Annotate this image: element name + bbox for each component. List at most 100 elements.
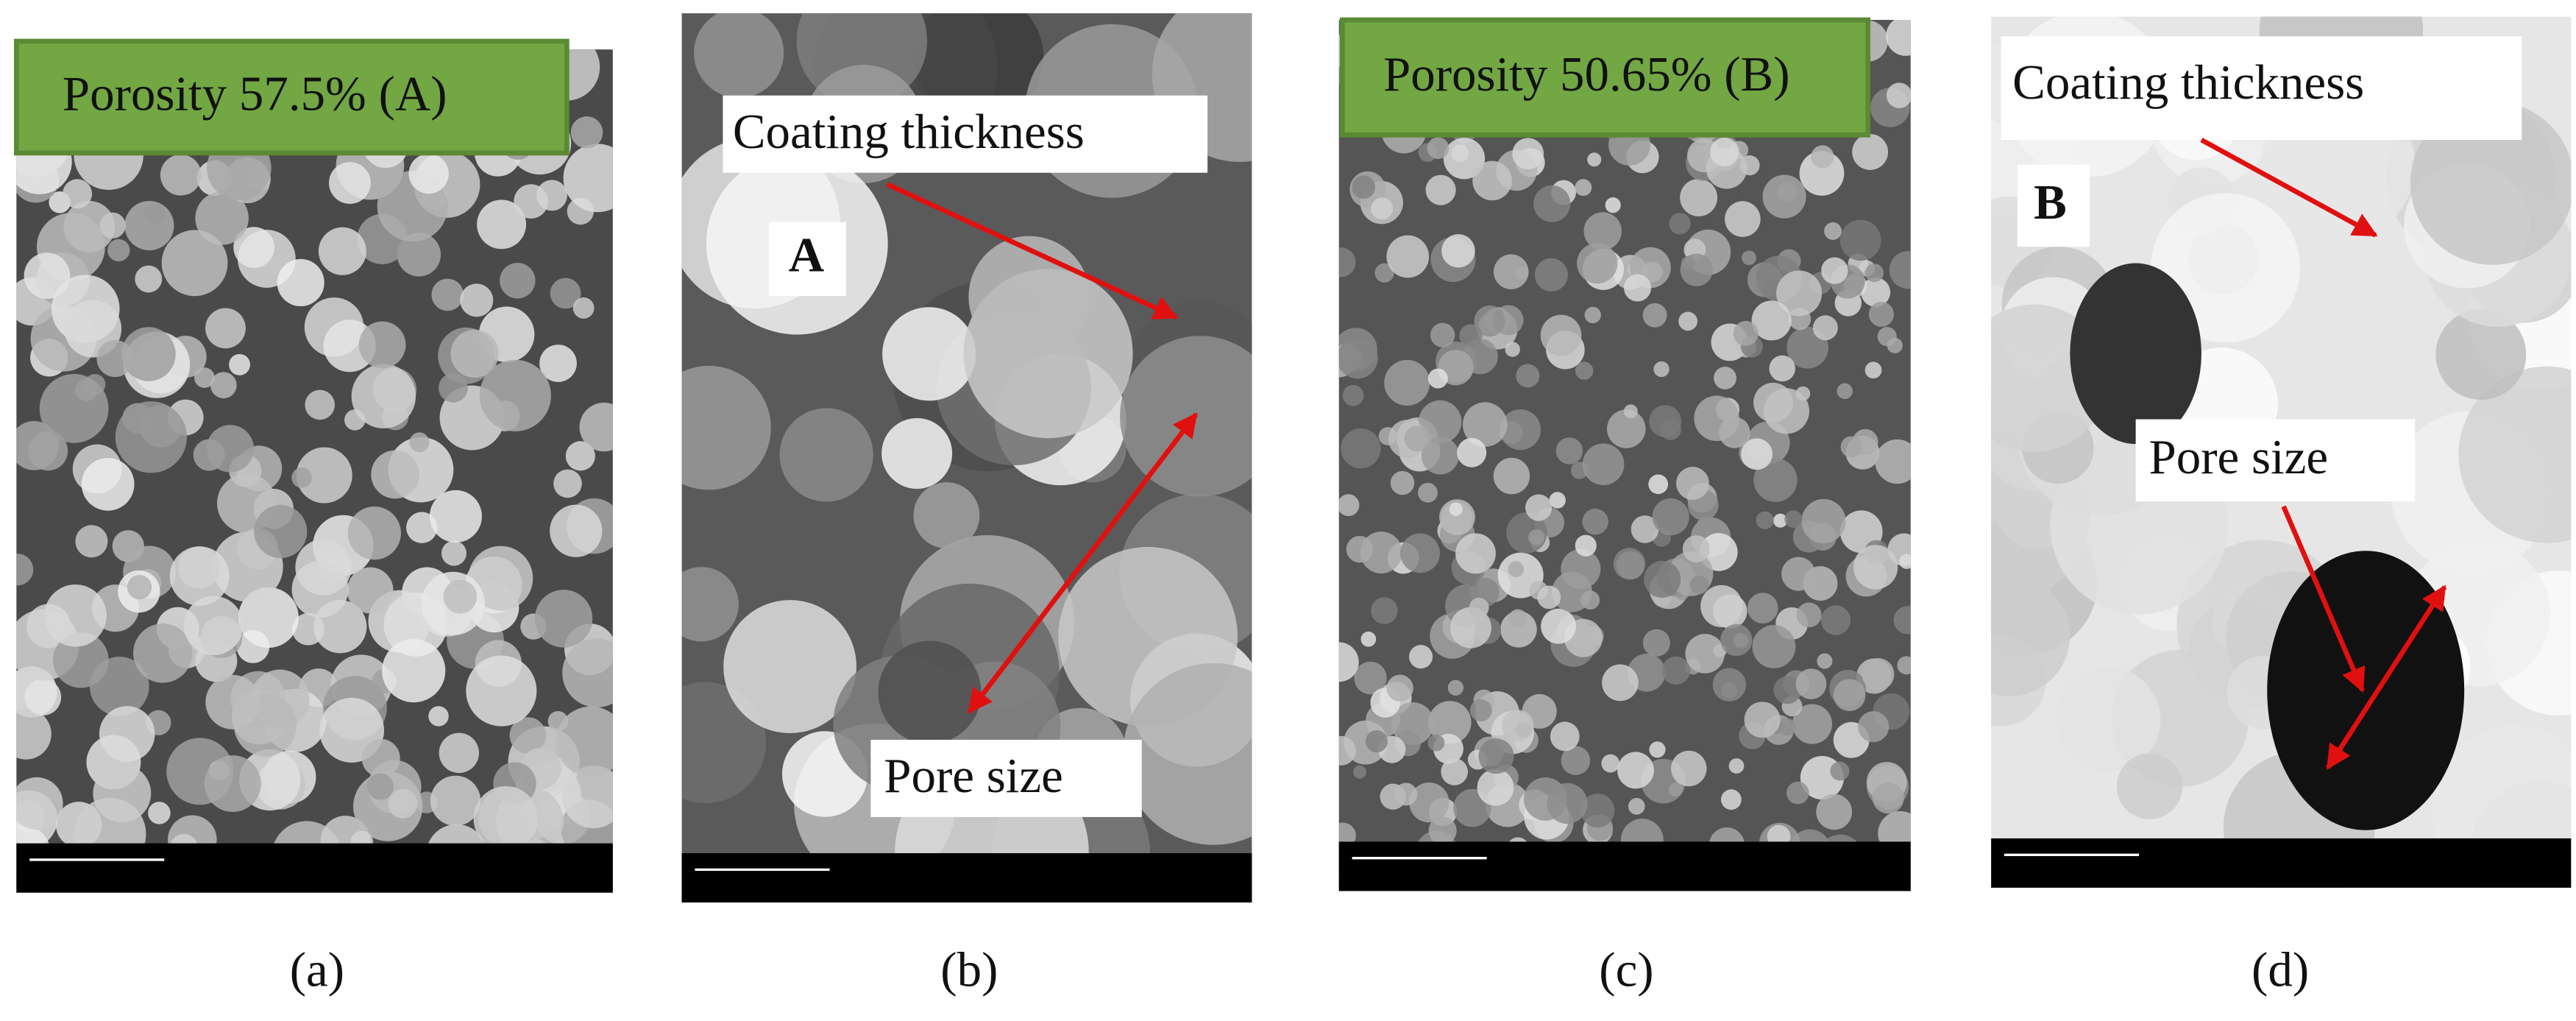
particle <box>1352 175 1376 199</box>
particle <box>539 345 577 382</box>
particle <box>1338 247 1356 278</box>
particle <box>1549 492 1566 509</box>
particle <box>1386 235 1430 278</box>
particle <box>361 738 400 777</box>
particle <box>430 775 481 826</box>
particle <box>1661 656 1690 685</box>
particle <box>1441 234 1475 268</box>
particle <box>468 545 533 611</box>
particle <box>1580 590 1600 610</box>
particle <box>1443 138 1486 180</box>
particle <box>550 278 581 309</box>
particle <box>1540 314 1582 356</box>
label-box <box>2017 164 2090 247</box>
particle <box>1547 782 1588 824</box>
particle <box>1837 383 1853 400</box>
particle <box>1678 311 1697 331</box>
particle <box>44 584 107 647</box>
particle <box>1425 174 1456 205</box>
particle <box>1628 798 1645 815</box>
particle <box>1801 498 1846 544</box>
particle <box>99 706 155 762</box>
particle <box>1830 761 1850 781</box>
particle <box>1689 575 1709 595</box>
particle <box>24 679 62 716</box>
particle <box>292 612 324 646</box>
particle <box>1120 336 1252 497</box>
particle <box>1642 261 1663 283</box>
particle <box>1607 409 1646 448</box>
scale-strip <box>16 843 613 893</box>
particle <box>1601 754 1620 773</box>
particle <box>1669 213 1691 235</box>
arrow <box>2326 584 2447 770</box>
arrow <box>2200 138 2378 238</box>
particle <box>1676 467 1709 500</box>
particle <box>1899 554 1911 569</box>
particle <box>1795 668 1827 700</box>
particle <box>1528 529 1545 545</box>
caption: (c) <box>1599 943 1653 997</box>
scale-strip <box>1991 838 2572 888</box>
particle <box>1886 82 1911 108</box>
particle <box>2435 309 2527 400</box>
label-box <box>2135 419 2416 502</box>
particle <box>229 353 251 375</box>
particle <box>81 457 135 511</box>
particle <box>1516 364 1540 388</box>
particle <box>1685 634 1725 674</box>
particle <box>1533 185 1571 222</box>
particle <box>681 365 771 490</box>
particle <box>1887 337 1903 353</box>
particle <box>75 525 108 558</box>
panel-label: Pore size <box>2149 430 2328 484</box>
particle <box>1623 274 1652 302</box>
caption: (d) <box>2252 943 2309 997</box>
particle <box>1502 710 1534 742</box>
particle <box>93 764 152 823</box>
particle <box>1781 557 1816 591</box>
particle <box>723 600 857 733</box>
particle <box>968 236 1090 358</box>
particle <box>318 227 366 275</box>
particle <box>205 674 260 729</box>
particle <box>1714 367 1736 389</box>
particle <box>681 567 739 642</box>
particle <box>1682 535 1710 563</box>
particle <box>572 297 595 319</box>
particle <box>1649 741 1666 758</box>
particle <box>1353 765 1367 779</box>
particle <box>406 512 438 543</box>
particle <box>1500 409 1541 451</box>
particle <box>1449 502 1463 516</box>
particle <box>1537 585 1561 610</box>
scale-strip <box>1338 841 1911 891</box>
particle <box>1864 361 1882 379</box>
pore <box>2267 551 2465 830</box>
particle <box>441 540 466 566</box>
particle <box>1342 384 1364 406</box>
particle <box>1584 306 1601 324</box>
particle <box>565 441 595 471</box>
particle <box>1469 598 1489 618</box>
pore <box>2070 263 2201 445</box>
particle <box>913 482 980 549</box>
particle <box>1623 404 1638 419</box>
particle <box>1991 575 2071 696</box>
particle <box>1617 752 1654 789</box>
particle <box>16 777 63 830</box>
particle <box>194 367 215 388</box>
particle <box>1400 533 1440 573</box>
particle <box>1792 704 1833 744</box>
particle <box>509 717 547 754</box>
particle <box>160 154 202 196</box>
particle <box>1875 439 1911 484</box>
particle <box>562 638 613 707</box>
particle <box>473 785 539 851</box>
particle <box>1720 623 1753 657</box>
particle <box>1605 197 1621 213</box>
particle <box>1680 253 1713 286</box>
particle <box>431 278 464 311</box>
particle <box>1710 138 1739 167</box>
particle <box>1762 174 1806 219</box>
